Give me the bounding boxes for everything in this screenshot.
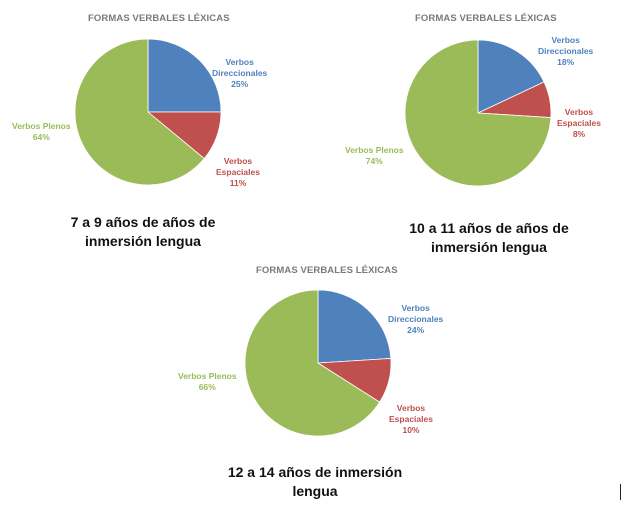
chart-2-title: FORMAS VERBALES LÉXICAS [415,13,557,24]
chart-2-label-direccionales: Verbos Direccionales 18% [538,35,594,67]
chart-2-slice-direccionales [477,39,545,114]
chart-3-label-espaciales: Verbos Espaciales 10% [389,403,433,435]
chart-2-label-espaciales: Verbos Espaciales 8% [557,107,601,139]
chart-1-label-direccionales: Verbos Direccionales 25% [212,57,268,89]
chart-3-title: FORMAS VERBALES LÉXICAS [256,265,398,276]
chart-3-label-plenos: Verbos Plenos 66% [178,371,237,392]
chart-1-caption: 7 a 9 años de años de inmersión lengua [70,214,216,249]
chart-3-label-direccionales: Verbos Direccionales 24% [388,303,444,335]
chart-1-label-plenos: Verbos Plenos 64% [12,121,71,142]
chart-3-pie [244,289,392,437]
chart-1-label-espaciales: Verbos Espaciales 11% [216,156,260,188]
chart-2-caption: 10 a 11 años de años de inmersión lengua [409,220,569,255]
chart-1-pie [74,38,222,186]
chart-3-slice-plenos [244,289,381,437]
chart-1-slice-direccionales [147,38,222,113]
chart-3-caption: 12 a 14 años de inmersión lengua [227,464,403,499]
chart-2-label-plenos: Verbos Plenos 74% [345,145,404,166]
chart-3-slice-direccionales [317,289,392,364]
chart-1-slice-plenos [74,38,205,186]
text-cursor [620,484,621,500]
chart-2-pie [404,39,552,187]
chart-2-slice-plenos [404,39,552,187]
chart-1-title: FORMAS VERBALES LÉXICAS [88,13,230,24]
